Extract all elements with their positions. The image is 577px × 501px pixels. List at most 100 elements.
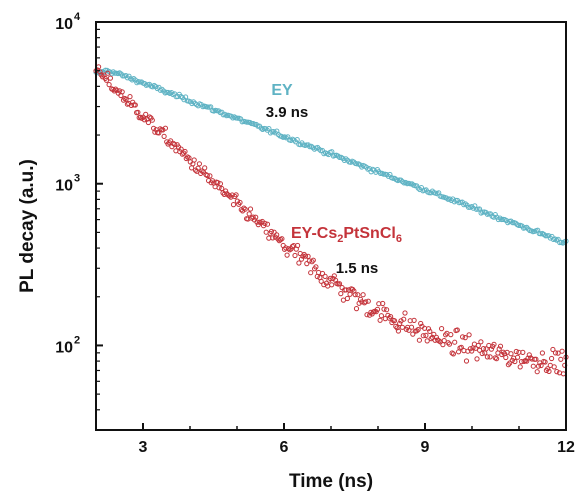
data-point [410, 331, 416, 337]
series-label-ey-text: EY [271, 82, 293, 99]
data-point [263, 126, 269, 132]
data-point [241, 205, 247, 211]
data-point [105, 70, 111, 76]
data-point [352, 292, 358, 298]
data-point [466, 332, 472, 338]
data-point [384, 307, 390, 313]
data-point [106, 82, 112, 88]
data-point [512, 358, 518, 365]
data-point [329, 149, 335, 155]
data-point [474, 356, 480, 362]
data-point [339, 285, 345, 291]
data-point [367, 312, 373, 318]
data-point [415, 327, 421, 333]
data-point [305, 253, 311, 259]
data-point [463, 358, 470, 364]
data-point [377, 317, 383, 323]
data-point [549, 355, 555, 362]
data-point [296, 260, 302, 266]
data-point [397, 320, 403, 327]
data-point [385, 312, 391, 318]
x-tick-label-9: 9 [421, 439, 430, 456]
series-1-points [93, 64, 569, 377]
data-point [380, 300, 386, 307]
lifetime-label-ey-cs2ptsncl6: 1.5 ns [336, 260, 379, 277]
data-point [452, 339, 458, 345]
data-point [292, 252, 298, 259]
data-point [226, 193, 233, 199]
data-point [390, 175, 396, 181]
data-point [427, 328, 433, 334]
data-point [117, 88, 123, 94]
data-point [559, 348, 565, 354]
data-point [460, 334, 466, 340]
data-point [545, 366, 551, 372]
data-point [268, 228, 274, 235]
data-point [285, 246, 292, 252]
data-point [97, 69, 103, 75]
y-tick-exponent-10000: 4 [74, 11, 81, 23]
data-point [194, 168, 200, 174]
data-point [388, 314, 394, 320]
data-point [515, 354, 521, 360]
x-tick-label-6: 6 [280, 439, 289, 456]
data-point [424, 338, 430, 344]
data-point [542, 359, 548, 365]
data-point [473, 345, 479, 351]
data-point [479, 350, 485, 357]
data-point [329, 282, 335, 288]
data-point [143, 111, 149, 118]
data-point [533, 356, 539, 362]
series-label-part-1: EY-Cs [291, 225, 337, 242]
y-tick-label-100: 10 [55, 339, 73, 356]
series-label-ey: EY [271, 82, 293, 99]
data-point [552, 350, 559, 356]
data-point [253, 214, 259, 220]
data-point [360, 292, 366, 298]
data-point [538, 362, 544, 369]
data-point [318, 278, 324, 284]
data-point [217, 181, 223, 187]
data-point [195, 165, 201, 171]
data-point [446, 341, 453, 347]
data-point [374, 306, 381, 312]
data-point [191, 157, 197, 163]
data-point [149, 117, 155, 123]
data-point [530, 363, 536, 369]
data-point [423, 332, 429, 338]
data-point [401, 316, 407, 322]
data-point [215, 180, 221, 186]
data-point [420, 333, 426, 339]
data-point [247, 206, 254, 212]
data-point [391, 318, 398, 324]
data-point [264, 221, 271, 227]
data-point [439, 326, 445, 332]
data-point [395, 328, 401, 334]
data-point [323, 280, 329, 286]
data-point [381, 306, 387, 312]
data-point [411, 317, 417, 323]
data-point [507, 360, 513, 366]
data-point [141, 117, 147, 123]
data-point [246, 211, 252, 217]
data-point [399, 324, 405, 330]
data-point [135, 109, 141, 115]
data-point [242, 206, 248, 212]
data-point [488, 346, 494, 352]
data-point [433, 334, 439, 340]
data-point [450, 351, 456, 357]
data-point [266, 126, 272, 132]
data-point [172, 141, 178, 147]
series-label-part-3: PtSnCl [343, 225, 395, 242]
data-point [130, 99, 136, 105]
data-point [202, 165, 208, 171]
data-point [484, 354, 490, 360]
data-point [294, 137, 300, 143]
data-point [441, 338, 447, 344]
data-point [408, 324, 415, 330]
data-point [347, 291, 353, 297]
data-point [483, 346, 489, 352]
data-point [418, 320, 424, 327]
data-point [103, 77, 110, 83]
data-point [262, 220, 268, 226]
